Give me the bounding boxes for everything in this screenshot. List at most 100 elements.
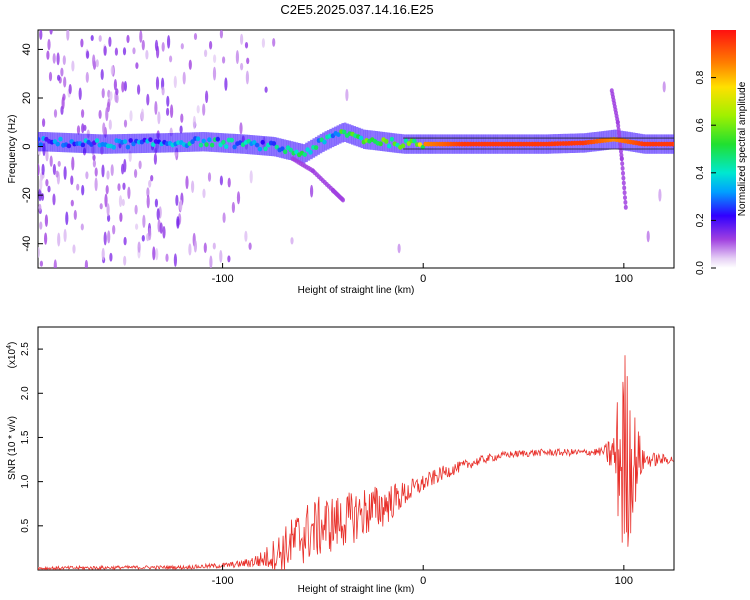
heatmap-noise-cell xyxy=(118,195,123,208)
heatmap-noise-cell xyxy=(146,93,150,106)
heatmap-ridge-cell xyxy=(195,136,201,142)
heatmap-ridge-halo xyxy=(363,129,366,149)
heatmap-noise-cell xyxy=(137,84,141,95)
heatmap-noise-cell xyxy=(80,38,84,48)
heatmap-ridge-cell xyxy=(201,138,206,144)
heatmap-noise-cell xyxy=(70,175,74,186)
heatmap-noise-cell xyxy=(193,239,197,253)
heatmap-ridge-halo xyxy=(143,133,147,153)
heatmap-branch-cell xyxy=(620,165,625,171)
heatmap-noise-cell xyxy=(146,187,150,198)
heatmap-noise-cell xyxy=(122,47,127,56)
heatmap-ridge-cell xyxy=(420,144,425,150)
heatmap-noise-cell xyxy=(207,172,212,182)
heatmap-ridge-cell xyxy=(198,142,204,148)
spectrogram-y-tick-label: 40 xyxy=(21,43,33,55)
snr-ylabel: SNR (10 * v/v) xyxy=(7,416,18,480)
heatmap-noise-cell xyxy=(662,81,666,93)
heatmap-noise-cell xyxy=(76,183,80,191)
heatmap-branch-cell xyxy=(341,197,345,203)
heatmap-noise-cell xyxy=(123,81,127,92)
heatmap-noise-cell xyxy=(170,104,174,118)
heatmap-ridge-cell xyxy=(38,136,41,142)
heatmap-noise-cell xyxy=(192,115,196,130)
heatmap-branch-cell xyxy=(623,199,628,205)
heatmap-noise-cell xyxy=(157,111,161,125)
heatmap-noise-cell xyxy=(85,71,89,83)
heatmap-ridge-cell xyxy=(358,135,364,141)
heatmap-ridge-halo xyxy=(261,136,265,156)
heatmap-noise-cell xyxy=(123,255,127,266)
heatmap-noise-cell xyxy=(137,241,141,253)
heatmap-ridge-cell xyxy=(412,138,417,144)
heatmap-noise-cell xyxy=(128,150,132,162)
heatmap-noise-cell xyxy=(240,62,244,71)
heatmap-noise-cell xyxy=(101,247,105,261)
heatmap-noise-cell xyxy=(68,83,72,95)
heatmap-noise-cell xyxy=(135,62,139,69)
heatmap-ridge-halo xyxy=(230,133,234,154)
heatmap-noise-cell xyxy=(245,70,249,85)
heatmap-noise-cell xyxy=(166,107,170,116)
heatmap-noise-cell xyxy=(155,247,159,261)
heatmap-noise-cell xyxy=(173,253,177,267)
heatmap-noise-cell xyxy=(142,214,146,228)
heatmap-branch-cell xyxy=(616,123,621,129)
heatmap-noise-cell xyxy=(148,179,152,188)
heatmap-noise-cell xyxy=(138,160,142,170)
heatmap-noise-cell xyxy=(310,184,314,198)
heatmap-noise-cell xyxy=(159,222,163,234)
heatmap-noise-cell xyxy=(92,159,96,168)
heatmap-noise-cell xyxy=(109,91,113,101)
heatmap-ridge-cell xyxy=(322,139,327,145)
heatmap-noise-cell xyxy=(176,218,180,229)
heatmap-ridge-halo xyxy=(399,133,402,154)
heatmap-noise-cell xyxy=(202,103,206,116)
heatmap-noise-cell xyxy=(175,194,179,207)
heatmap-ridge-halo xyxy=(305,142,308,163)
heatmap-noise-cell xyxy=(161,42,165,52)
heatmap-noise-cell xyxy=(105,185,109,195)
heatmap-noise-cell xyxy=(166,95,170,107)
heatmap-ridge-halo xyxy=(326,130,330,150)
heatmap-ridge-halo xyxy=(59,132,63,153)
heatmap-noise-cell xyxy=(104,193,108,208)
spectrogram-ylabel: Frequency (Hz) xyxy=(7,115,18,184)
heatmap-ridge-halo xyxy=(269,136,272,156)
heatmap-noise-cell xyxy=(173,75,177,89)
heatmap-ridge-halo xyxy=(404,134,407,154)
heatmap-ridge-cell xyxy=(204,142,209,148)
heatmap-ridge-halo xyxy=(127,133,130,154)
snr-series-line xyxy=(38,355,674,570)
heatmap-ridge-halo xyxy=(346,123,349,143)
heatmap-noise-cell xyxy=(134,169,138,178)
heatmap-noise-cell xyxy=(345,88,349,102)
heatmap-ridge-cell xyxy=(294,149,299,155)
heatmap-ridge-cell xyxy=(342,129,347,135)
heatmap-ridge-cell xyxy=(378,141,383,147)
heatmap-ridge-halo xyxy=(62,132,65,153)
heatmap-noise-cell xyxy=(100,69,104,81)
heatmap-ridge-cell xyxy=(232,144,237,150)
heatmap-noise-cell xyxy=(179,199,183,211)
heatmap-ridge-halo xyxy=(129,133,133,154)
heatmap-noise-cell xyxy=(78,87,82,101)
heatmap-noise-cell xyxy=(63,228,67,243)
heatmap-noise-cell xyxy=(85,171,89,180)
heatmap-noise-cell xyxy=(102,122,106,135)
heatmap-noise-cell xyxy=(42,118,46,127)
heatmap-noise-cell xyxy=(249,170,253,184)
heatmap-noise-cell xyxy=(123,119,128,128)
heatmap-branch-cell xyxy=(618,141,623,147)
heatmap-noise-cell xyxy=(154,198,158,208)
heatmap-ridge-halo xyxy=(211,132,214,152)
heatmap-noise-cell xyxy=(99,203,103,210)
heatmap-noise-cell xyxy=(115,88,119,96)
heatmap-ridge-cell xyxy=(336,132,341,138)
heatmap-noise-cell xyxy=(98,109,102,119)
heatmap-ridge-cell xyxy=(274,144,279,150)
heatmap-noise-cell xyxy=(81,123,85,134)
heatmap-noise-cell xyxy=(57,232,61,247)
heatmap-noise-cell xyxy=(49,155,53,167)
heatmap-noise-cell xyxy=(646,230,650,243)
